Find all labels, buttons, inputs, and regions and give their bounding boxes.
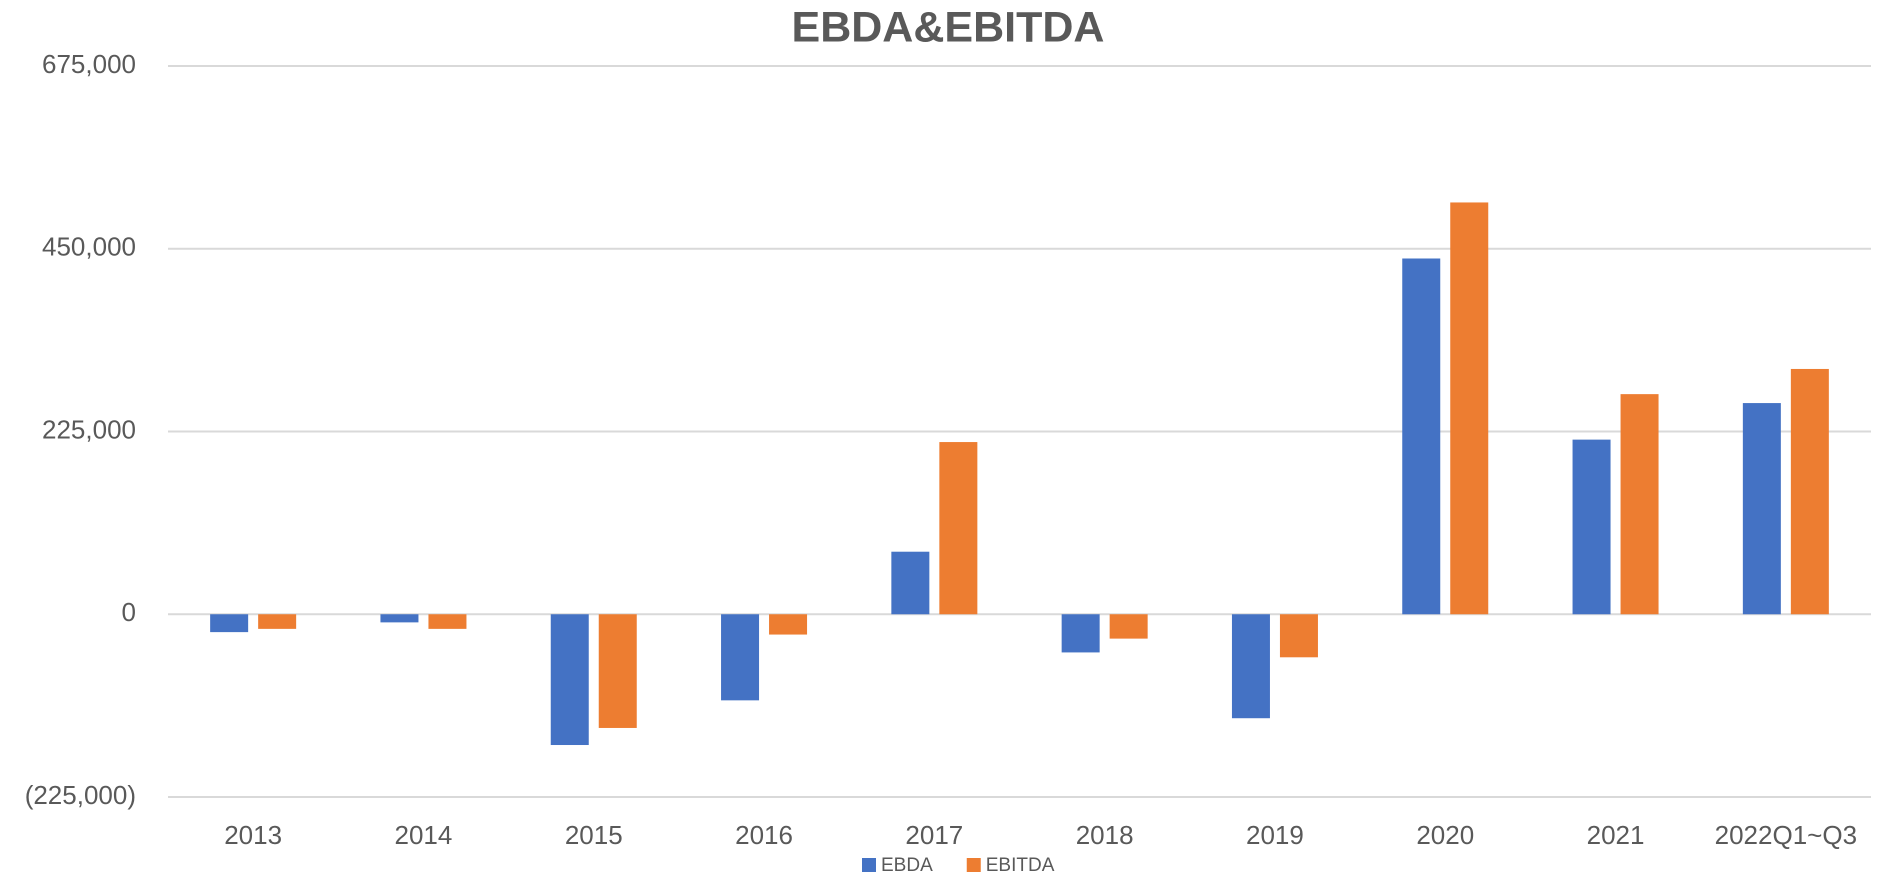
bar (1790, 368, 1829, 615)
legend-swatch (862, 858, 876, 872)
bar (891, 551, 930, 615)
bar (210, 614, 249, 633)
bar (721, 614, 760, 701)
bar (550, 614, 589, 746)
y-tick-label: (225,000) (25, 780, 136, 810)
legend-label: EBDA (881, 855, 933, 876)
bar (1402, 258, 1441, 615)
legend-label: EBITDA (986, 855, 1055, 876)
bar (769, 614, 808, 635)
bar (1279, 614, 1318, 658)
y-tick-label: 225,000 (42, 414, 136, 444)
bar (1450, 202, 1489, 615)
bar (1742, 403, 1781, 615)
bar (380, 614, 419, 623)
x-tick-label: 2018 (1076, 820, 1134, 850)
bar (1109, 614, 1148, 639)
bar (598, 614, 637, 728)
x-tick-label: 2014 (395, 820, 453, 850)
bar (428, 614, 467, 629)
x-tick-label: 2016 (735, 820, 793, 850)
x-tick-label: 2020 (1416, 820, 1474, 850)
bar (258, 614, 297, 629)
bar (1620, 394, 1659, 615)
x-tick-label: 2017 (905, 820, 963, 850)
y-tick-label: 675,000 (42, 49, 136, 79)
y-tick-label: 450,000 (42, 232, 136, 262)
bar (939, 442, 978, 615)
legend-swatch (966, 858, 981, 872)
bar (1061, 614, 1100, 653)
bar (1572, 439, 1611, 615)
bar (1231, 614, 1270, 719)
y-tick-label: 0 (122, 597, 136, 627)
x-tick-label: 2022Q1~Q3 (1715, 820, 1857, 850)
x-tick-label: 2013 (224, 820, 282, 850)
x-tick-label: 2015 (565, 820, 623, 850)
chart-title: EBDA&EBITDA (792, 3, 1105, 51)
x-tick-label: 2019 (1246, 820, 1304, 850)
x-tick-label: 2021 (1587, 820, 1645, 850)
